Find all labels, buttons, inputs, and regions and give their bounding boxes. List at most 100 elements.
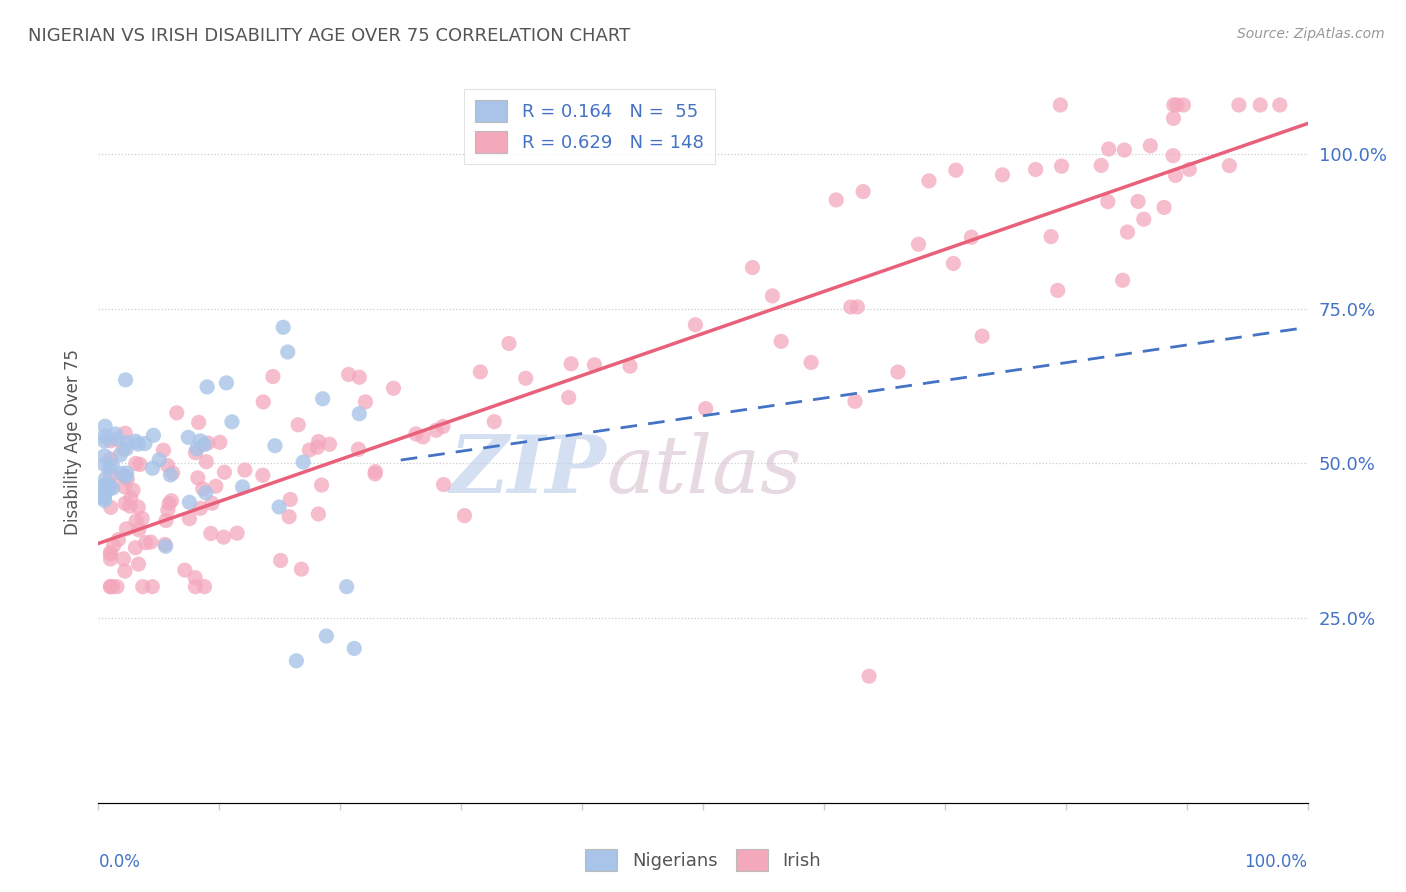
Point [187, 416, 209, 430]
Point [1132, 212, 1154, 227]
Point [1218, 159, 1240, 173]
Point [432, 477, 454, 491]
Point [100, 580, 122, 594]
Point [1249, 98, 1271, 112]
Point [155, 513, 177, 527]
Point [188, 434, 211, 448]
Point [336, 580, 359, 594]
Point [131, 511, 153, 525]
Point [1025, 162, 1047, 177]
Point [141, 461, 163, 475]
Point [270, 553, 292, 567]
Point [93, 434, 115, 448]
Point [1097, 194, 1119, 209]
Point [179, 511, 201, 525]
Point [142, 428, 165, 442]
Point [1098, 142, 1121, 156]
Point [1049, 98, 1071, 112]
Point [1178, 162, 1201, 177]
Point [1164, 169, 1187, 183]
Point [232, 480, 254, 494]
Point [264, 439, 287, 453]
Point [844, 394, 866, 409]
Point [115, 435, 138, 450]
Legend: R = 0.164   N =  55, R = 0.629   N = 148: R = 0.164 N = 55, R = 0.629 N = 148 [464, 89, 714, 164]
Point [425, 423, 447, 437]
Point [114, 564, 136, 578]
Point [100, 552, 122, 566]
Point [104, 427, 127, 442]
Point [285, 654, 308, 668]
Point [405, 427, 427, 442]
Point [93, 479, 115, 493]
Point [887, 365, 910, 379]
Point [134, 436, 156, 450]
Point [212, 530, 235, 544]
Point [93, 449, 115, 463]
Point [100, 580, 122, 594]
Point [173, 563, 195, 577]
Point [991, 168, 1014, 182]
Point [152, 443, 174, 458]
Point [124, 541, 146, 555]
Point [122, 483, 145, 498]
Point [1116, 225, 1139, 239]
Point [290, 562, 312, 576]
Point [770, 334, 793, 349]
Point [155, 539, 177, 553]
Point [97, 482, 120, 496]
Point [184, 580, 207, 594]
Point [193, 437, 215, 451]
Point [194, 486, 217, 500]
Point [583, 358, 606, 372]
Legend: Nigerians, Irish: Nigerians, Irish [578, 842, 828, 879]
Point [945, 163, 967, 178]
Point [761, 289, 783, 303]
Point [269, 500, 291, 514]
Point [354, 395, 377, 409]
Point [1126, 194, 1149, 209]
Y-axis label: Disability Age Over 75: Disability Age Over 75 [65, 349, 83, 534]
Point [226, 526, 249, 541]
Point [101, 458, 124, 472]
Point [347, 442, 370, 457]
Point [315, 629, 337, 643]
Point [114, 373, 136, 387]
Point [858, 669, 880, 683]
Point [114, 480, 136, 494]
Point [141, 580, 163, 594]
Point [308, 434, 330, 449]
Point [278, 509, 301, 524]
Point [337, 368, 360, 382]
Point [101, 580, 124, 594]
Point [453, 508, 475, 523]
Text: NIGERIAN VS IRISH DISABILITY AGE OVER 75 CORRELATION CHART: NIGERIAN VS IRISH DISABILITY AGE OVER 75… [28, 27, 630, 45]
Point [1111, 273, 1133, 287]
Text: 0.0%: 0.0% [98, 854, 141, 871]
Text: atlas: atlas [606, 432, 801, 509]
Point [159, 467, 181, 482]
Point [105, 580, 128, 594]
Point [112, 442, 135, 457]
Point [100, 500, 122, 515]
Point [292, 455, 315, 469]
Point [132, 580, 155, 594]
Point [208, 435, 231, 450]
Point [839, 300, 862, 314]
Point [135, 535, 157, 549]
Point [153, 537, 176, 551]
Point [105, 432, 128, 446]
Point [252, 468, 274, 483]
Point [97, 478, 120, 492]
Point [825, 193, 848, 207]
Point [125, 457, 148, 471]
Point [214, 465, 236, 479]
Point [156, 458, 179, 473]
Point [1166, 98, 1188, 112]
Point [343, 641, 366, 656]
Point [307, 440, 329, 454]
Point [278, 492, 301, 507]
Point [1139, 138, 1161, 153]
Point [1163, 112, 1185, 126]
Point [1040, 229, 1063, 244]
